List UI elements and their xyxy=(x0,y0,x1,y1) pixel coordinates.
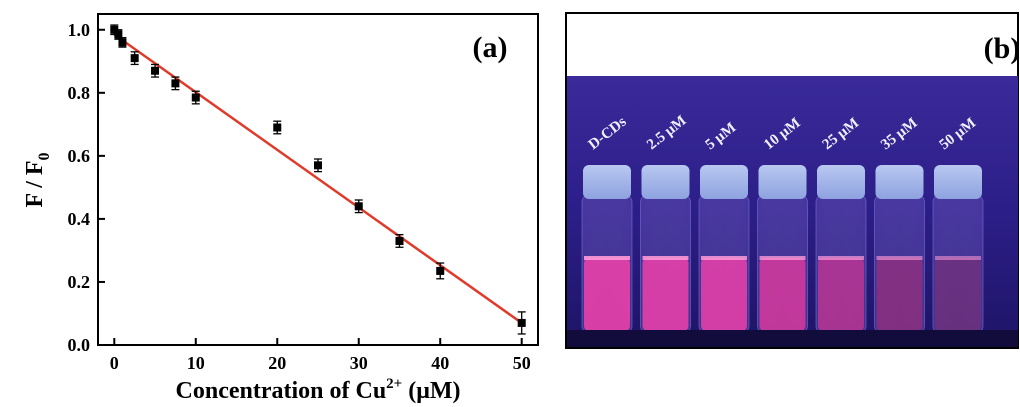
bench-surface xyxy=(567,330,1018,347)
vial-meniscus xyxy=(876,256,923,260)
vial-cap xyxy=(875,165,924,199)
chart-panel-a: 0 10 20 30 40 50 0.0 0.2 0.4 0.6 0.8 1.0 (a) Concen… xyxy=(22,13,539,404)
x-axis-label-unit: (μM) xyxy=(402,378,460,404)
vial-liquid xyxy=(759,258,806,331)
point-marker xyxy=(517,318,526,327)
y-tick-label: 1.0 xyxy=(68,20,91,40)
fit-line-layer xyxy=(113,33,523,324)
y-tick-label: 0.8 xyxy=(68,83,91,103)
vial-liquid xyxy=(584,258,630,331)
x-tick-label: 10 xyxy=(187,353,205,373)
vial-liquid xyxy=(935,258,981,331)
vial-meniscus xyxy=(642,256,689,260)
vial: 25 μM xyxy=(815,115,867,334)
point-marker xyxy=(354,202,363,211)
vial-cap xyxy=(934,165,982,199)
vial-cap xyxy=(817,165,865,199)
y-tick-label: 0.2 xyxy=(68,272,91,292)
data-point xyxy=(354,199,363,214)
plot-frame xyxy=(97,13,539,346)
point-marker xyxy=(171,79,180,88)
panel-label-b: (b) xyxy=(984,32,1020,65)
panel-label-a: (a) xyxy=(473,31,508,64)
y-tick-label: 0.4 xyxy=(68,209,91,229)
data-point xyxy=(314,158,322,173)
data-point xyxy=(151,63,160,78)
y-axis-label-main: F / F xyxy=(22,160,48,207)
x-tick-label: 40 xyxy=(431,353,449,373)
data-point xyxy=(436,262,445,280)
vial-meniscus xyxy=(584,256,630,260)
fit-line xyxy=(113,33,523,324)
data-point xyxy=(110,24,119,36)
vial-cap xyxy=(700,165,748,199)
data-point xyxy=(191,90,200,105)
point-marker xyxy=(273,123,282,132)
data-point xyxy=(130,51,139,66)
photo-panel-b: (b) D-CDs 2.5 μM 5 μM 10 μM 25 μM 35 μM 50 μM xyxy=(565,12,1020,349)
point-marker xyxy=(191,93,200,102)
x-axis-label: Concentration of Cu2+ (μM) xyxy=(176,376,461,404)
y-axis-label-sub: 0 xyxy=(36,152,53,160)
y-tick-label: 0.0 xyxy=(68,335,91,355)
vial-liquid xyxy=(818,258,864,331)
data-point xyxy=(118,36,127,48)
point-marker xyxy=(314,161,322,170)
vial: 5 μM xyxy=(698,120,750,334)
y-axis-label: F / F0 xyxy=(22,152,53,207)
vial-cap xyxy=(641,165,690,199)
axis-ticks: 0 10 20 30 40 50 0.0 0.2 0.4 0.6 0.8 1.0 xyxy=(68,20,531,373)
point-marker xyxy=(110,25,119,34)
point-marker xyxy=(118,38,127,47)
vial-liquid xyxy=(876,258,923,331)
data-point xyxy=(171,76,180,91)
point-marker xyxy=(395,236,404,245)
x-tick-label: 20 xyxy=(268,353,286,373)
vial-meniscus xyxy=(935,256,981,260)
vial-liquid xyxy=(701,258,747,331)
vial-liquid xyxy=(642,258,689,331)
vial-meniscus xyxy=(701,256,747,260)
data-point xyxy=(395,234,404,248)
data-point xyxy=(517,311,526,335)
data-point xyxy=(273,120,282,135)
vial-cap xyxy=(758,165,807,199)
point-marker xyxy=(151,66,160,75)
point-marker xyxy=(130,54,139,63)
x-tick-label: 0 xyxy=(110,353,119,373)
vial-meniscus xyxy=(818,256,864,260)
vial-cap xyxy=(583,165,631,199)
y-tick-label: 0.6 xyxy=(68,146,91,166)
x-tick-label: 50 xyxy=(513,353,531,373)
vial-meniscus xyxy=(759,256,806,260)
x-axis-label-main: Concentration of Cu xyxy=(176,378,387,404)
x-tick-label: 30 xyxy=(350,353,368,373)
point-marker xyxy=(436,266,445,275)
data-points-layer xyxy=(110,24,526,335)
x-axis-label-sup: 2+ xyxy=(386,376,402,392)
point-marker xyxy=(114,30,123,39)
